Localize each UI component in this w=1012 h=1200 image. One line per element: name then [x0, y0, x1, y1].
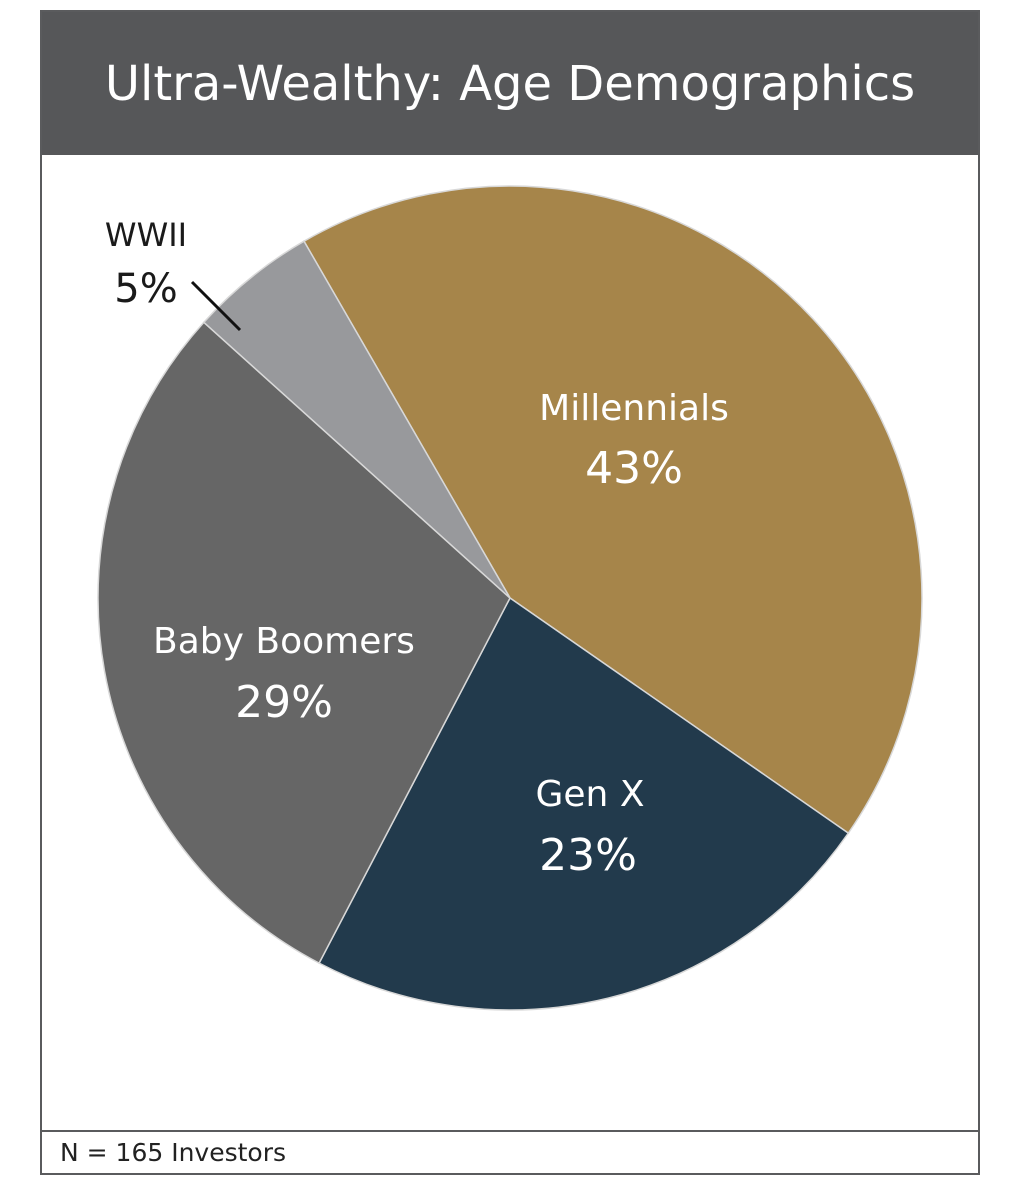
wwii-leader-line — [190, 280, 242, 332]
title-bar: Ultra-Wealthy: Age Demographics — [42, 12, 978, 155]
footer-divider — [42, 1130, 978, 1132]
slice-value-gen-x: 23% — [539, 830, 637, 881]
sample-size-note: N = 165 Investors — [60, 1138, 287, 1167]
slice-value-wwii: 5% — [114, 266, 177, 312]
pie-slice-baby-boomers — [97, 321, 511, 965]
pie-slice-wwii — [202, 240, 511, 599]
slice-name-gen-x: Gen X — [536, 774, 645, 815]
pie-slice-gen-x — [318, 596, 850, 1011]
slice-name-millennials: Millennials — [539, 388, 729, 429]
pie-slice-millennials — [302, 185, 923, 835]
slice-value-baby-boomers: 29% — [235, 677, 333, 728]
pie-slices — [97, 185, 923, 1011]
slice-value-millennials: 43% — [585, 443, 683, 494]
chart-title: Ultra-Wealthy: Age Demographics — [104, 55, 916, 112]
slice-name-baby-boomers: Baby Boomers — [153, 621, 415, 662]
slice-name-wwii: WWII — [105, 216, 187, 254]
pie-labels: Millennials 43% Gen X 23% Baby Boomers 29% WWI… — [105, 216, 729, 881]
